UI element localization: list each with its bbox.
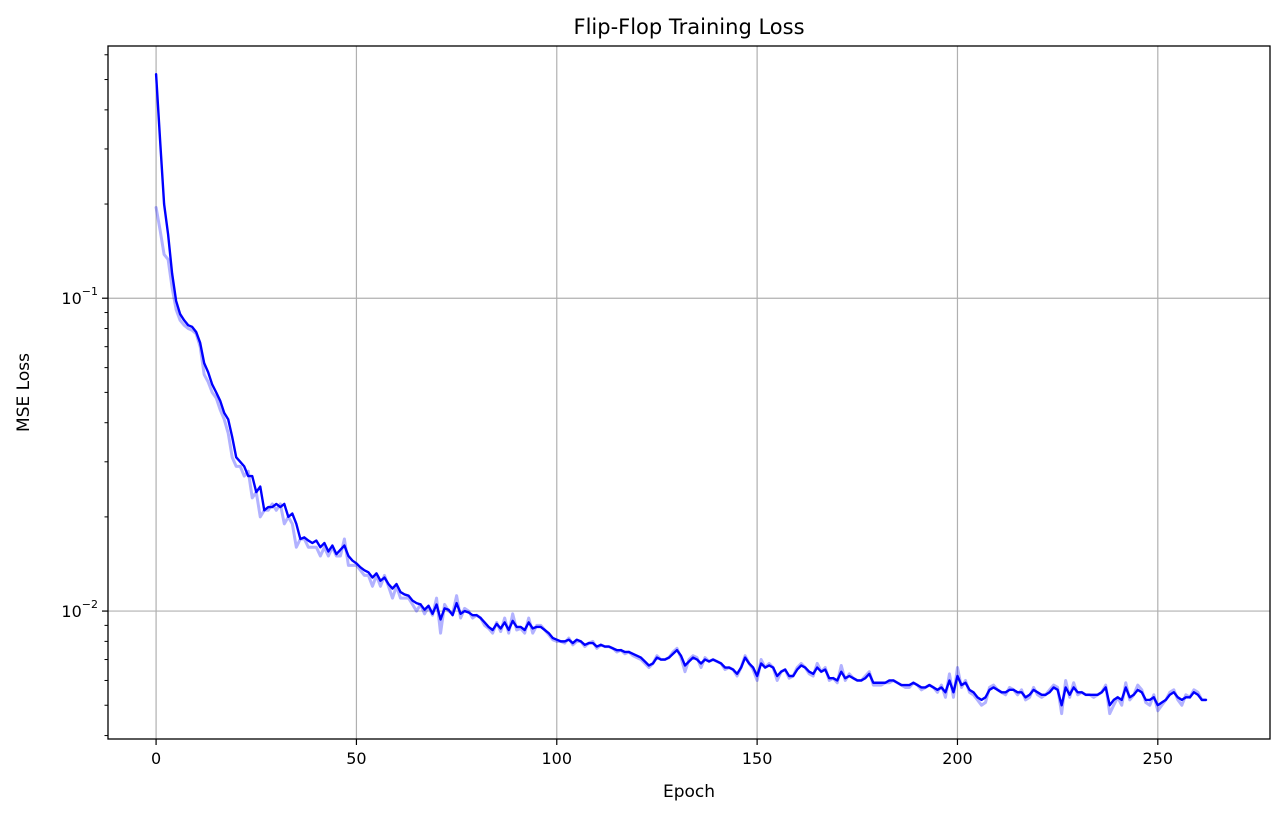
x-axis: 0 50 100 150 200 250 <box>151 739 1173 768</box>
x-tick-label: 100 <box>541 749 572 768</box>
y-tick-label: 10−1 <box>61 285 98 308</box>
series-layer <box>154 73 1208 716</box>
x-tick-label: 150 <box>742 749 773 768</box>
y-axis-label: MSE Loss <box>14 353 34 432</box>
smoothed-loss-line <box>154 73 1208 707</box>
x-tick-label: 200 <box>942 749 973 768</box>
chart-title: Flip-Flop Training Loss <box>573 15 804 39</box>
grid-lines <box>108 46 1270 739</box>
y-axis: 10−1 10−2 <box>61 54 108 737</box>
y-tick-label: 10−2 <box>61 598 98 621</box>
x-axis-label: Epoch <box>663 782 715 802</box>
x-tick-label: 0 <box>151 749 161 768</box>
x-tick-label: 250 <box>1143 749 1174 768</box>
x-tick-label: 50 <box>346 749 366 768</box>
